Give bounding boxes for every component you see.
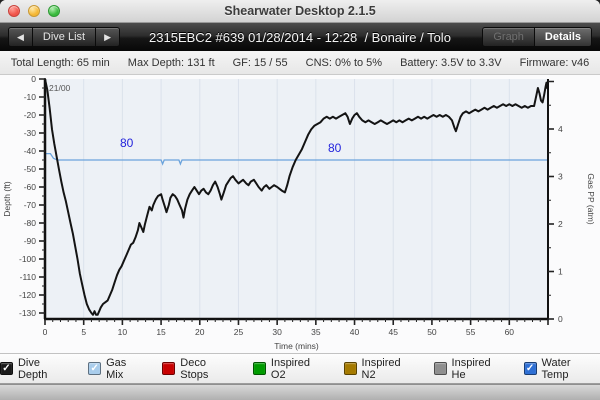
dive-title: 2315EBC2 #639 01/28/2014 - 12:28 / Bonai… [149,29,451,45]
svg-text:1: 1 [558,267,563,277]
unchecked-checkbox-inspired-n2[interactable] [343,362,357,375]
legend-label: Inspired He [451,356,491,381]
legend-label: Inspired N2 [361,356,401,381]
window-title: Shearwater Desktop 2.1.5 [224,4,376,18]
svg-text:40: 40 [350,327,360,337]
svg-text:50: 50 [427,327,437,337]
toolbar: ◀ Dive List ▶ 2315EBC2 #639 01/28/2014 -… [0,23,600,51]
legend-label: Inspired O2 [270,356,311,381]
checked-checkbox-gas-mix[interactable]: ✓ [88,362,102,375]
svg-text:21/00: 21/00 [49,83,71,93]
unchecked-checkbox-deco-stops[interactable] [162,362,176,375]
summary-item-4: Battery: 3.5V to 3.3V [400,56,502,69]
svg-text:10: 10 [118,327,128,337]
legend-item-inspired-n2: Inspired N2 [343,356,418,381]
svg-text:-60: -60 [24,182,37,192]
dive-list-button[interactable]: Dive List [32,27,97,47]
svg-text:-70: -70 [24,200,37,210]
legend-item-gas-mix: ✓ Gas Mix [88,357,146,381]
dive-profile-chart: 0 -10 -20 -30 -40 -50 -60 -70 -80 -90 -100 -110 -120… [0,75,600,353]
svg-text:45: 45 [388,327,398,337]
svg-text:4: 4 [558,124,563,134]
summary-item-5: Firmware: v46 [519,56,590,69]
svg-text:-130: -130 [19,308,36,318]
svg-text:-30: -30 [24,128,37,138]
next-dive-button[interactable]: ▶ [96,27,121,47]
svg-text:25: 25 [234,327,244,337]
svg-text:Depth (ft): Depth (ft) [2,181,12,217]
legend-item-deco-stops: Deco Stops [162,357,237,381]
chart-canvas: 0 -10 -20 -30 -40 -50 -60 -70 -80 -90 -100 -110 -120… [2,75,596,351]
unchecked-checkbox-inspired-o2[interactable] [252,362,266,375]
summary-item-2: GF: 15 / 55 [232,56,288,69]
svg-text:55: 55 [466,327,476,337]
svg-text:0: 0 [31,75,36,84]
svg-text:-100: -100 [19,254,36,264]
checked-checkbox-dive-depth[interactable]: ✓ [0,362,13,375]
zoom-button[interactable] [48,5,60,17]
svg-text:0: 0 [558,314,563,324]
legend-bar: ✓ Dive Depth ✓ Gas Mix Deco Stops Inspired O2… [0,353,600,384]
svg-text:60: 60 [505,327,515,337]
title-bar: Shearwater Desktop 2.1.5 [0,0,600,23]
legend-label: Dive Depth [17,356,48,381]
legend-label: Deco Stops [180,356,209,381]
graph-tab[interactable]: Graph [482,27,535,47]
svg-text:-50: -50 [24,164,37,174]
summary-item-3: CNS: 0% to 5% [305,56,383,69]
close-button[interactable] [8,5,20,17]
svg-text:-110: -110 [20,272,37,282]
svg-text:-120: -120 [19,290,36,300]
svg-text:80: 80 [120,136,134,150]
prev-dive-button[interactable]: ◀ [8,27,33,47]
unchecked-checkbox-inspired-he[interactable] [433,362,447,375]
dive-nav-control: ◀ Dive List ▶ [8,27,121,47]
summary-item-1: Max Depth: 131 ft [127,56,215,69]
legend-item-inspired-he: Inspired He [433,356,508,381]
legend-label: Gas Mix [106,356,127,381]
svg-text:-10: -10 [24,92,37,102]
svg-text:15: 15 [156,327,166,337]
minimize-button[interactable] [28,5,40,17]
view-switch-control: Graph Details [482,27,592,47]
svg-text:Gas PP (atm): Gas PP (atm) [586,173,596,224]
svg-text:20: 20 [195,327,205,337]
svg-text:-90: -90 [24,236,37,246]
legend-item-inspired-o2: Inspired O2 [252,356,328,381]
legend-label: Water Temp [541,356,571,381]
svg-text:0: 0 [43,327,48,337]
svg-text:Time (mins): Time (mins) [274,341,319,351]
legend-item-dive-depth: ✓ Dive Depth [0,357,72,381]
svg-text:3: 3 [558,172,563,182]
checked-checkbox-water-temp[interactable]: ✓ [523,362,537,375]
legend-item-water-temp: ✓ Water Temp [523,356,600,381]
svg-text:-20: -20 [24,110,37,120]
window-bottom-bar [0,384,600,400]
details-tab[interactable]: Details [534,27,592,47]
svg-text:-40: -40 [24,146,37,156]
svg-text:30: 30 [272,327,282,337]
dive-summary-bar: Total Length: 65 min Max Depth: 131 ft GF:… [0,51,600,75]
svg-text:-80: -80 [24,218,37,228]
summary-item-0: Total Length: 65 min [10,56,110,69]
svg-text:2: 2 [558,219,563,229]
svg-text:80: 80 [328,141,342,155]
svg-text:35: 35 [311,327,321,337]
svg-text:5: 5 [81,327,86,337]
